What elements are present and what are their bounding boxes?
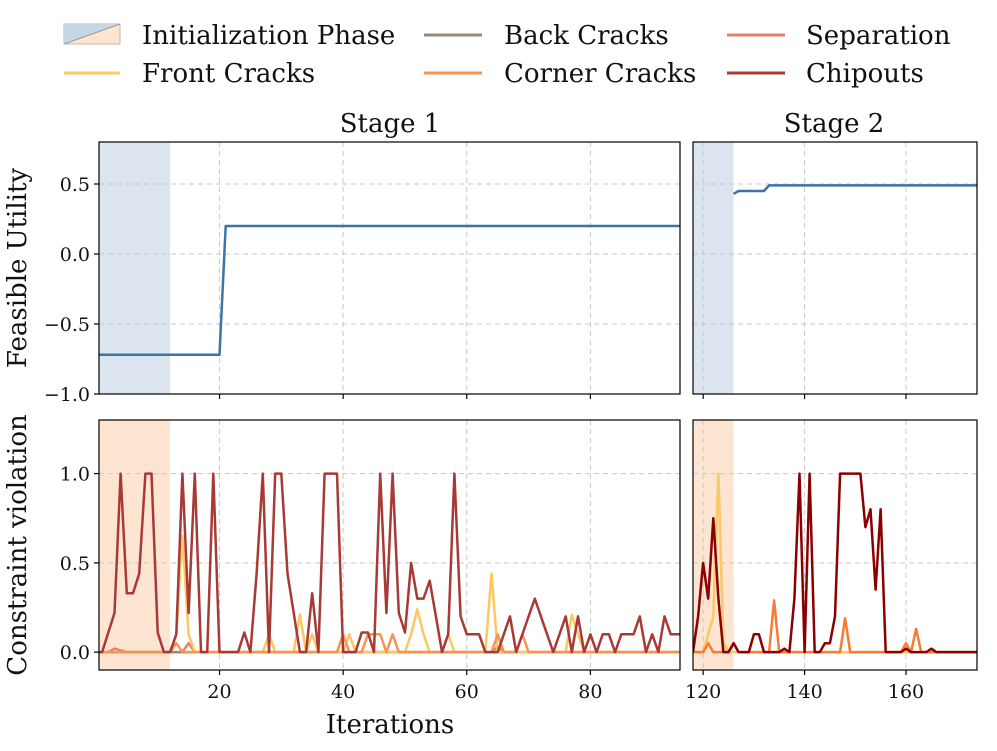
legend-label-separation: Separation: [806, 21, 951, 51]
series-line-feasible-utility: [732, 184, 977, 195]
y-tick-label: 0.5: [60, 553, 90, 575]
initialization-phase-band: [693, 142, 734, 394]
legend: Initialization Phase Back Cracks Separat…: [63, 21, 951, 89]
legend-label-front-cracks: Front Cracks: [142, 59, 315, 89]
x-tick-label: 80: [578, 681, 602, 703]
panel-stage1-violation: 20 40 60 80 1.0 0.5 0.0: [60, 419, 681, 703]
initialization-phase-band: [99, 420, 171, 670]
axes-frame: [692, 141, 978, 395]
panel-stage2-violation: 120 140 160: [685, 419, 978, 703]
y-tick-label: −0.5: [44, 314, 90, 336]
y-axis-label-utility: Feasible Utility: [3, 168, 33, 369]
legend-label-initialization: Initialization Phase: [142, 21, 395, 51]
x-tick-label: 140: [786, 681, 822, 703]
grid: [693, 420, 977, 670]
legend-entry-separation: Separation: [727, 21, 951, 51]
legend-entry-front-cracks: Front Cracks: [64, 59, 315, 89]
series-line-chipouts: [99, 472, 680, 654]
y-tick-label: 0.0: [60, 642, 90, 664]
x-tick-label: 120: [685, 681, 721, 703]
x-tick-label: 40: [331, 681, 355, 703]
series-line-chipouts: [693, 472, 977, 654]
y-axis-label-violation: Constraint violation: [3, 414, 33, 676]
legend-entry-corner-cracks: Corner Cracks: [424, 59, 696, 89]
x-axis-label: Iterations: [326, 710, 455, 740]
y-tick-label: 1.0: [60, 464, 90, 486]
legend-entry-back-cracks: Back Cracks: [424, 21, 669, 51]
panel-stage2-utility: [692, 141, 978, 399]
axes-frame: [98, 141, 681, 395]
panel-stage1-utility: 0.5 0.0 −0.5 −1.0: [44, 141, 681, 406]
stage2-title: Stage 2: [784, 109, 885, 139]
grid: [693, 142, 977, 394]
axes-frame: [98, 419, 681, 671]
legend-entry-chipouts: Chipouts: [727, 59, 924, 89]
y-tick-label: 0.5: [60, 174, 90, 196]
x-tick-label: 160: [888, 681, 924, 703]
stage1-title: Stage 1: [340, 109, 441, 139]
initialization-phase-band: [693, 420, 734, 670]
x-tick-label: 60: [455, 681, 479, 703]
legend-label-corner-cracks: Corner Cracks: [504, 59, 696, 89]
y-tick-label: −1.0: [44, 384, 90, 406]
x-tick-label: 20: [207, 681, 231, 703]
legend-label-chipouts: Chipouts: [806, 59, 924, 89]
y-tick-label: 0.0: [60, 244, 90, 266]
axes-frame: [692, 419, 978, 671]
legend-label-back-cracks: Back Cracks: [504, 21, 669, 51]
legend-entry-initialization: Initialization Phase: [63, 21, 395, 51]
initialization-phase-band: [99, 142, 171, 394]
grid: [99, 142, 680, 394]
series-line-feasible-utility: [99, 224, 680, 357]
